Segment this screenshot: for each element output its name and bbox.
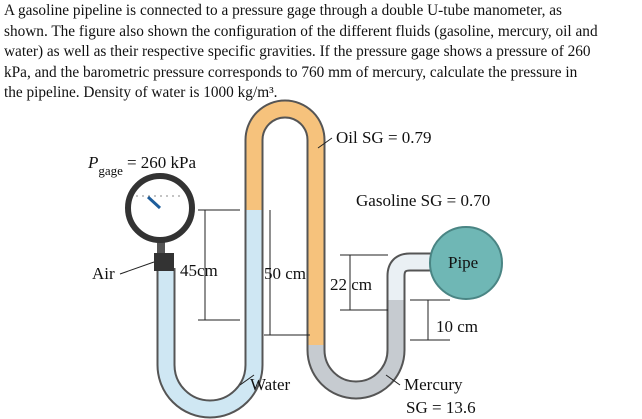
pipe [429,226,503,300]
gasoline [388,254,436,300]
leader [239,374,255,386]
gage-stem [157,238,165,254]
leader [119,261,155,275]
label: 50 cm [264,264,306,283]
leader [385,374,401,386]
symbol: P [87,153,98,172]
text-line: the pipeline. Density of water is 1000 k… [4,84,278,102]
leader [317,137,333,149]
subscript: gage [98,163,123,178]
label: SG = 13.6 [406,398,476,417]
label: Pipe [448,253,478,272]
label: Gasoline SG = 0.70 [356,191,490,210]
label: 22 cm [330,275,372,294]
label: Oil SG = 0.79 [336,128,432,147]
gage-needle [146,195,162,210]
label: Mercury [404,375,463,394]
oil [246,101,324,345]
water [158,210,262,417]
gage-label: Pgage = 260 kPa [87,153,196,178]
gage-connector [154,253,174,271]
text-line: shown. The figure also shown the configu… [4,22,598,40]
label: Air [92,264,115,283]
label: 45cm [180,261,218,280]
value: = 260 kPa [127,153,197,172]
label: 10 cm [436,317,478,336]
mercury [308,300,404,398]
text-line: water) as well as their respective speci… [4,43,591,61]
text-line: kPa, and the barometric pressure corresp… [4,63,578,81]
label: Water [250,375,290,394]
text-line: A gasoline pipeline is connected to a pr… [4,2,562,19]
problem-text: A gasoline pipeline is connected to a pr… [4,1,640,104]
